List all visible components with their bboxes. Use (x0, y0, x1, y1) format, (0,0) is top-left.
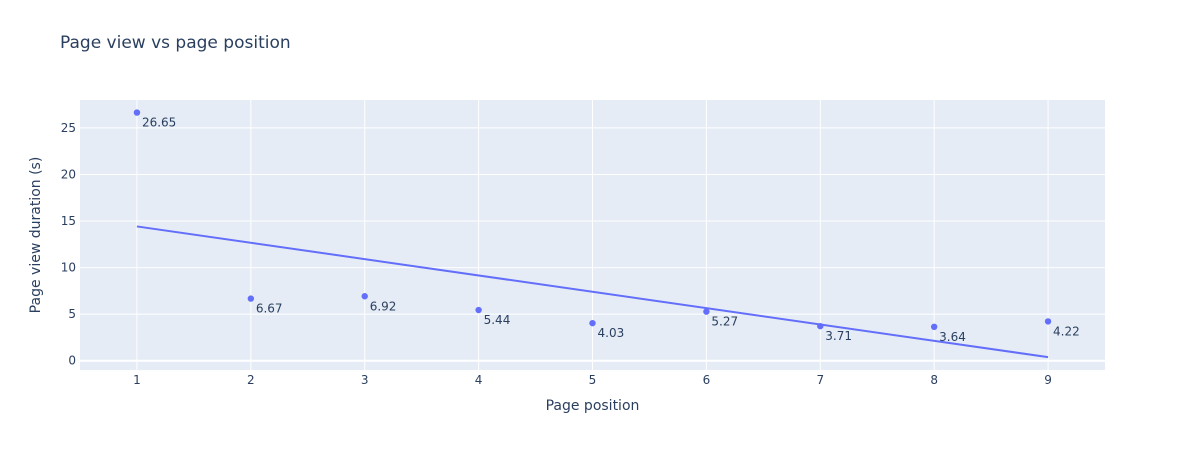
scatter-point (589, 319, 596, 327)
x-axis-ticks: 1 2 3 4 5 6 7 8 9 (133, 373, 1052, 387)
scatter-point (930, 323, 938, 330)
trend-line (136, 225, 1049, 359)
scatter-point (133, 109, 141, 116)
y-axis-ticks: 0 5 10 15 20 25 (61, 121, 76, 368)
data-label: 3.71 (825, 329, 852, 343)
y-tick-label: 15 (61, 214, 76, 228)
scatter-point (361, 293, 368, 300)
x-tick-label: 9 (1044, 373, 1052, 387)
x-axis-title: Page position (546, 398, 640, 414)
trend-line-series (136, 225, 1049, 359)
y-tick-label: 0 (68, 354, 76, 368)
chart-title: Page view vs page position (60, 33, 291, 53)
scatter-point (1044, 318, 1052, 325)
data-label: 26.65 (142, 116, 176, 130)
x-tick-label: 8 (930, 373, 938, 387)
y-axis-title: Page view duration (s) (28, 157, 44, 314)
scatter-point (817, 322, 824, 330)
x-tick-label: 3 (361, 373, 369, 387)
scatter-point (475, 306, 482, 314)
data-label: 6.67 (256, 302, 283, 316)
data-labels: 26.65 6.67 6.92 5.44 4.03 5.27 3.71 3.64 4.22 (142, 116, 1080, 344)
x-tick-label: 4 (475, 373, 483, 387)
data-label: 6.92 (370, 299, 397, 313)
x-tick-label: 1 (133, 373, 141, 387)
scatter-point (247, 295, 255, 302)
x-tick-label: 5 (589, 373, 597, 387)
y-tick-label: 10 (61, 261, 76, 275)
data-label: 5.44 (484, 313, 511, 327)
scatter-points (133, 109, 1052, 330)
data-label: 3.64 (939, 330, 966, 344)
scatter-point (703, 308, 710, 315)
x-tick-label: 6 (703, 373, 711, 387)
data-label: 4.03 (598, 326, 625, 340)
y-tick-label: 5 (68, 307, 76, 321)
data-label: 5.27 (711, 315, 738, 329)
y-tick-label: 20 (61, 167, 76, 181)
x-tick-label: 2 (247, 373, 255, 387)
data-label: 4.22 (1053, 324, 1080, 338)
x-tick-label: 7 (816, 373, 824, 387)
y-tick-label: 25 (61, 121, 76, 135)
